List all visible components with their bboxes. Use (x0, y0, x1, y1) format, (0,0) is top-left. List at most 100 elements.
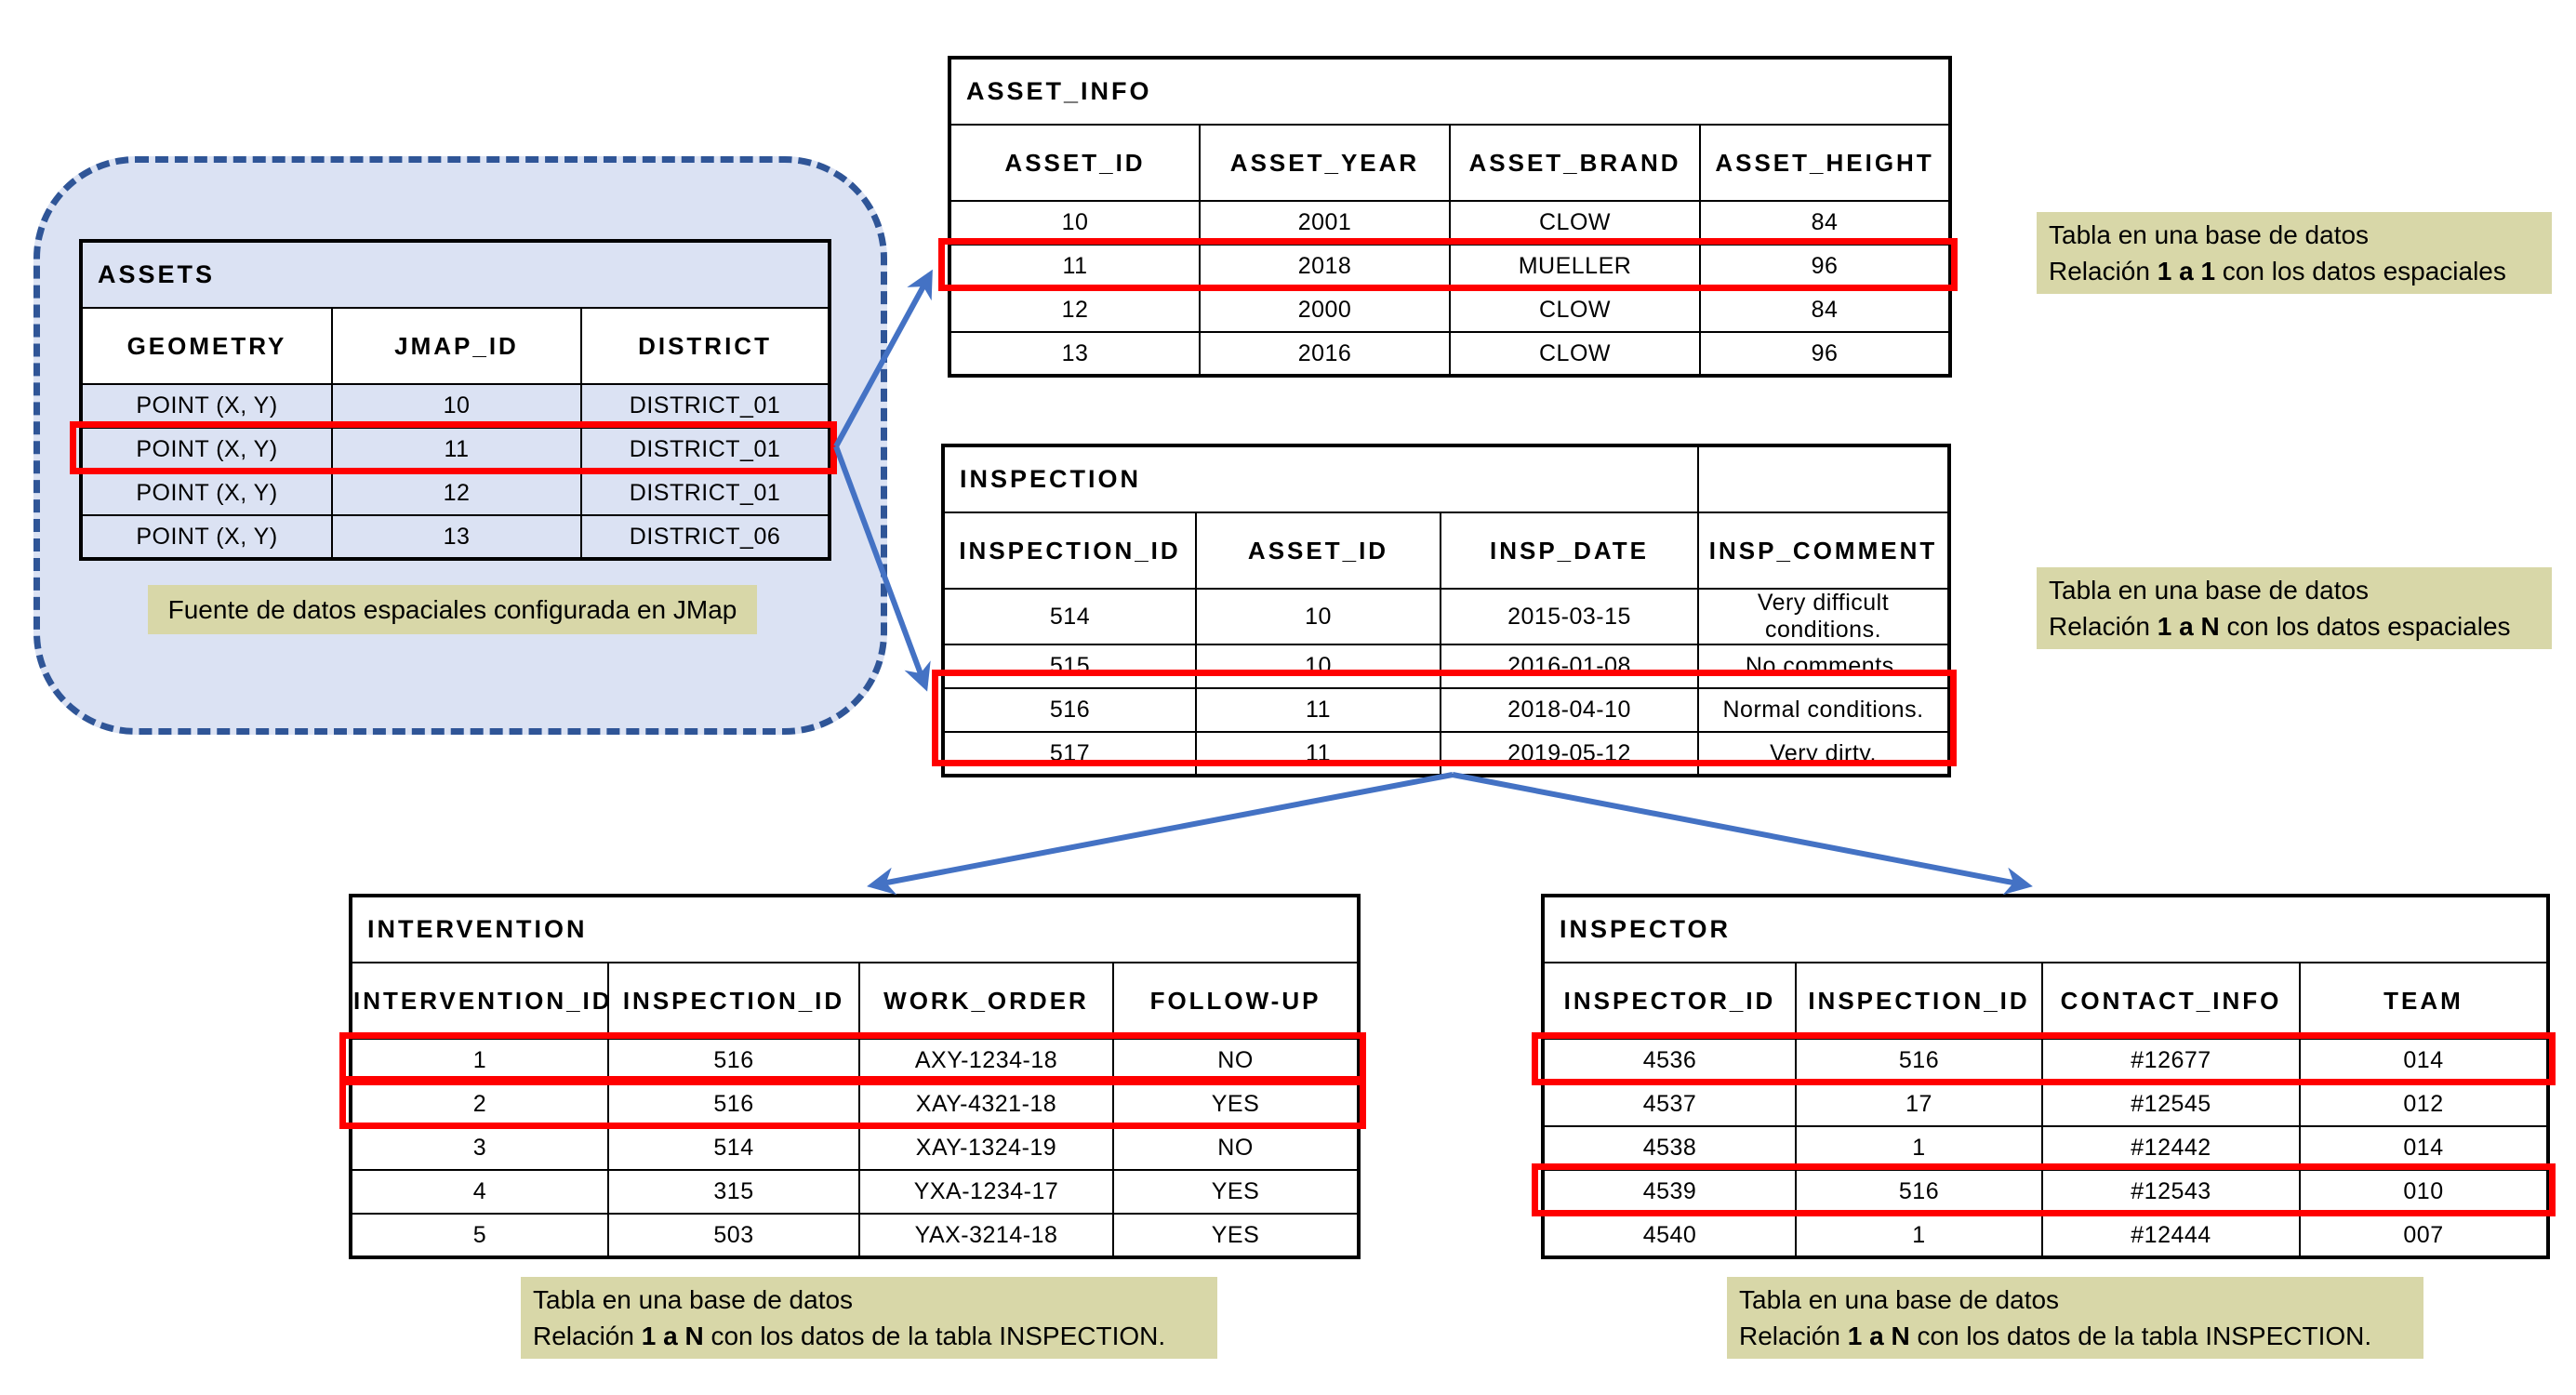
column-header: ASSET_YEAR (1199, 124, 1451, 202)
column-header: INSPECTION_ID (942, 512, 1197, 590)
table-cell: 514 (942, 588, 1197, 645)
table-cell: YES (1111, 1169, 1361, 1215)
table-title: ASSETS (79, 240, 831, 309)
table-cell: DISTRICT_06 (579, 514, 831, 560)
annotation-one-to-n-intervention: Tabla en una base de datos Relación 1 a … (521, 1277, 1217, 1359)
table-cell: #12442 (2041, 1125, 2301, 1171)
arrow-inspection-to-inspector (1452, 772, 2033, 896)
annotation-line1: Tabla en una base de datos (2049, 576, 2370, 604)
table-cell: 1 (1795, 1125, 2043, 1171)
intervention-table-grid: INTERVENTION INTERVENTION_ID INSPECTION_… (349, 894, 1361, 1259)
table-cell: 503 (607, 1213, 860, 1258)
table-cell: 014 (2298, 1125, 2550, 1171)
annotation-line2: Relación 1 a N con los datos de la tabla… (1739, 1322, 2372, 1350)
table-cell: #12545 (2041, 1082, 2301, 1127)
intervention-table: INTERVENTION INTERVENTION_ID INSPECTION_… (339, 894, 1366, 1259)
table-cell: 13 (949, 331, 1201, 377)
table-cell: #12543 (2041, 1169, 2301, 1215)
table-cell: 2019-05-12 (1439, 731, 1700, 777)
table-cell: 10 (949, 200, 1201, 246)
assets-table-grid: ASSETS GEOMETRY JMAP_ID DISTRICT POINT (… (79, 239, 832, 561)
table-cell: YES (1111, 1082, 1361, 1127)
table-cell: DISTRICT_01 (579, 471, 831, 516)
table-cell: YES (1111, 1213, 1361, 1258)
column-header: FOLLOW-UP (1111, 962, 1361, 1040)
annotation-one-to-n-spatial: Tabla en una base de datos Relación 1 a … (2037, 567, 2552, 649)
table-cell: 12 (949, 287, 1201, 333)
column-header: ASSET_ID (1195, 512, 1441, 590)
table-cell: Very difficult conditions. (1697, 588, 1951, 645)
table-cell: 2018-04-10 (1439, 687, 1700, 733)
table-cell: 13 (331, 514, 582, 560)
column-header: ASSET_HEIGHT (1698, 124, 1952, 202)
table-cell: POINT (X, Y) (80, 471, 333, 516)
table-cell: 4539 (1542, 1169, 1797, 1215)
annotation-one-to-n-inspector: Tabla en una base de datos Relación 1 a … (1727, 1277, 2423, 1359)
table-row: POINT (X, Y) 13 DISTRICT_06 (80, 514, 831, 560)
table-cell: 514 (607, 1125, 860, 1171)
column-header: INSPECTOR_ID (1542, 962, 1797, 1040)
table-cell: 11 (1195, 687, 1441, 733)
table-cell: 2015-03-15 (1439, 588, 1700, 645)
table-cell: 516 (607, 1082, 860, 1127)
column-header: WORK_ORDER (858, 962, 1114, 1040)
table-cell: 11 (1195, 731, 1441, 777)
table-cell: 516 (1795, 1169, 2043, 1215)
table-cell: 315 (607, 1169, 860, 1215)
column-header: INSP_DATE (1439, 512, 1700, 590)
column-header: TEAM (2298, 962, 2550, 1040)
annotation-line2: Relación 1 a 1 con los datos espaciales (2049, 257, 2506, 286)
table-cell: 10 (331, 383, 582, 429)
annotation-line1: Tabla en una base de datos (1739, 1285, 2060, 1314)
table-row: 1 516 AXY-1234-18 NO (350, 1038, 1361, 1083)
inspector-table-grid: INSPECTOR INSPECTOR_ID INSPECTION_ID CON… (1541, 894, 2551, 1259)
table-cell: NO (1111, 1125, 1361, 1171)
table-row: POINT (X, Y) 10 DISTRICT_01 (80, 383, 831, 429)
table-row: 4538 1 #12442 014 (1542, 1125, 2550, 1171)
table-cell: 007 (2298, 1213, 2550, 1258)
table-cell: YAX-3214-18 (858, 1213, 1114, 1258)
table-row: 5 503 YAX-3214-18 YES (350, 1213, 1361, 1258)
table-cell: POINT (X, Y) (80, 427, 333, 472)
table-cell: 4540 (1542, 1213, 1797, 1258)
column-header: INSPECTION_ID (607, 962, 860, 1040)
table-cell: 1 (1795, 1213, 2043, 1258)
table-cell: 517 (942, 731, 1197, 777)
table-cell: 11 (331, 427, 582, 472)
table-cell: #12677 (2041, 1038, 2301, 1083)
table-title: INTERVENTION (349, 895, 1361, 963)
annotation-one-to-one: Tabla en una base de datos Relación 1 a … (2037, 212, 2552, 294)
table-cell: 516 (942, 687, 1197, 733)
table-cell: MUELLER (1449, 244, 1701, 289)
table-cell: 516 (607, 1038, 860, 1083)
table-row: 13 2016 CLOW 96 (949, 331, 1952, 377)
table-cell: Normal conditions. (1697, 687, 1951, 733)
table-cell: No comments. (1697, 644, 1951, 689)
table-cell: XAY-1324-19 (858, 1125, 1114, 1171)
column-header: ASSET_ID (949, 124, 1201, 202)
table-cell: DISTRICT_01 (579, 427, 831, 472)
table-cell: 2016 (1199, 331, 1451, 377)
column-header: JMAP_ID (331, 307, 582, 385)
column-header: DISTRICT (579, 307, 831, 385)
table-row: 2 516 XAY-4321-18 YES (350, 1082, 1361, 1127)
table-cell: 4538 (1542, 1125, 1797, 1171)
table-cell: 2 (350, 1082, 609, 1127)
table-cell: Very dirty. (1697, 731, 1951, 777)
table-cell: CLOW (1449, 331, 1701, 377)
table-cell: 5 (350, 1213, 609, 1258)
table-cell: 96 (1698, 244, 1952, 289)
table-cell: DISTRICT_01 (579, 383, 831, 429)
jmap-caption: Fuente de datos espaciales configurada e… (148, 585, 757, 634)
table-row: 10 2001 CLOW 84 (949, 200, 1952, 246)
column-header: INSP_COMMENT (1697, 512, 1951, 590)
table-cell: 17 (1795, 1082, 2043, 1127)
table-cell: 10 (1195, 588, 1441, 645)
table-row: 515 10 2016-01-08 No comments. (942, 644, 1951, 689)
table-row: 12 2000 CLOW 84 (949, 287, 1952, 333)
table-cell: 84 (1698, 287, 1952, 333)
table-cell: 516 (1795, 1038, 2043, 1083)
table-cell: YXA-1234-17 (858, 1169, 1114, 1215)
table-cell: 012 (2298, 1082, 2550, 1127)
